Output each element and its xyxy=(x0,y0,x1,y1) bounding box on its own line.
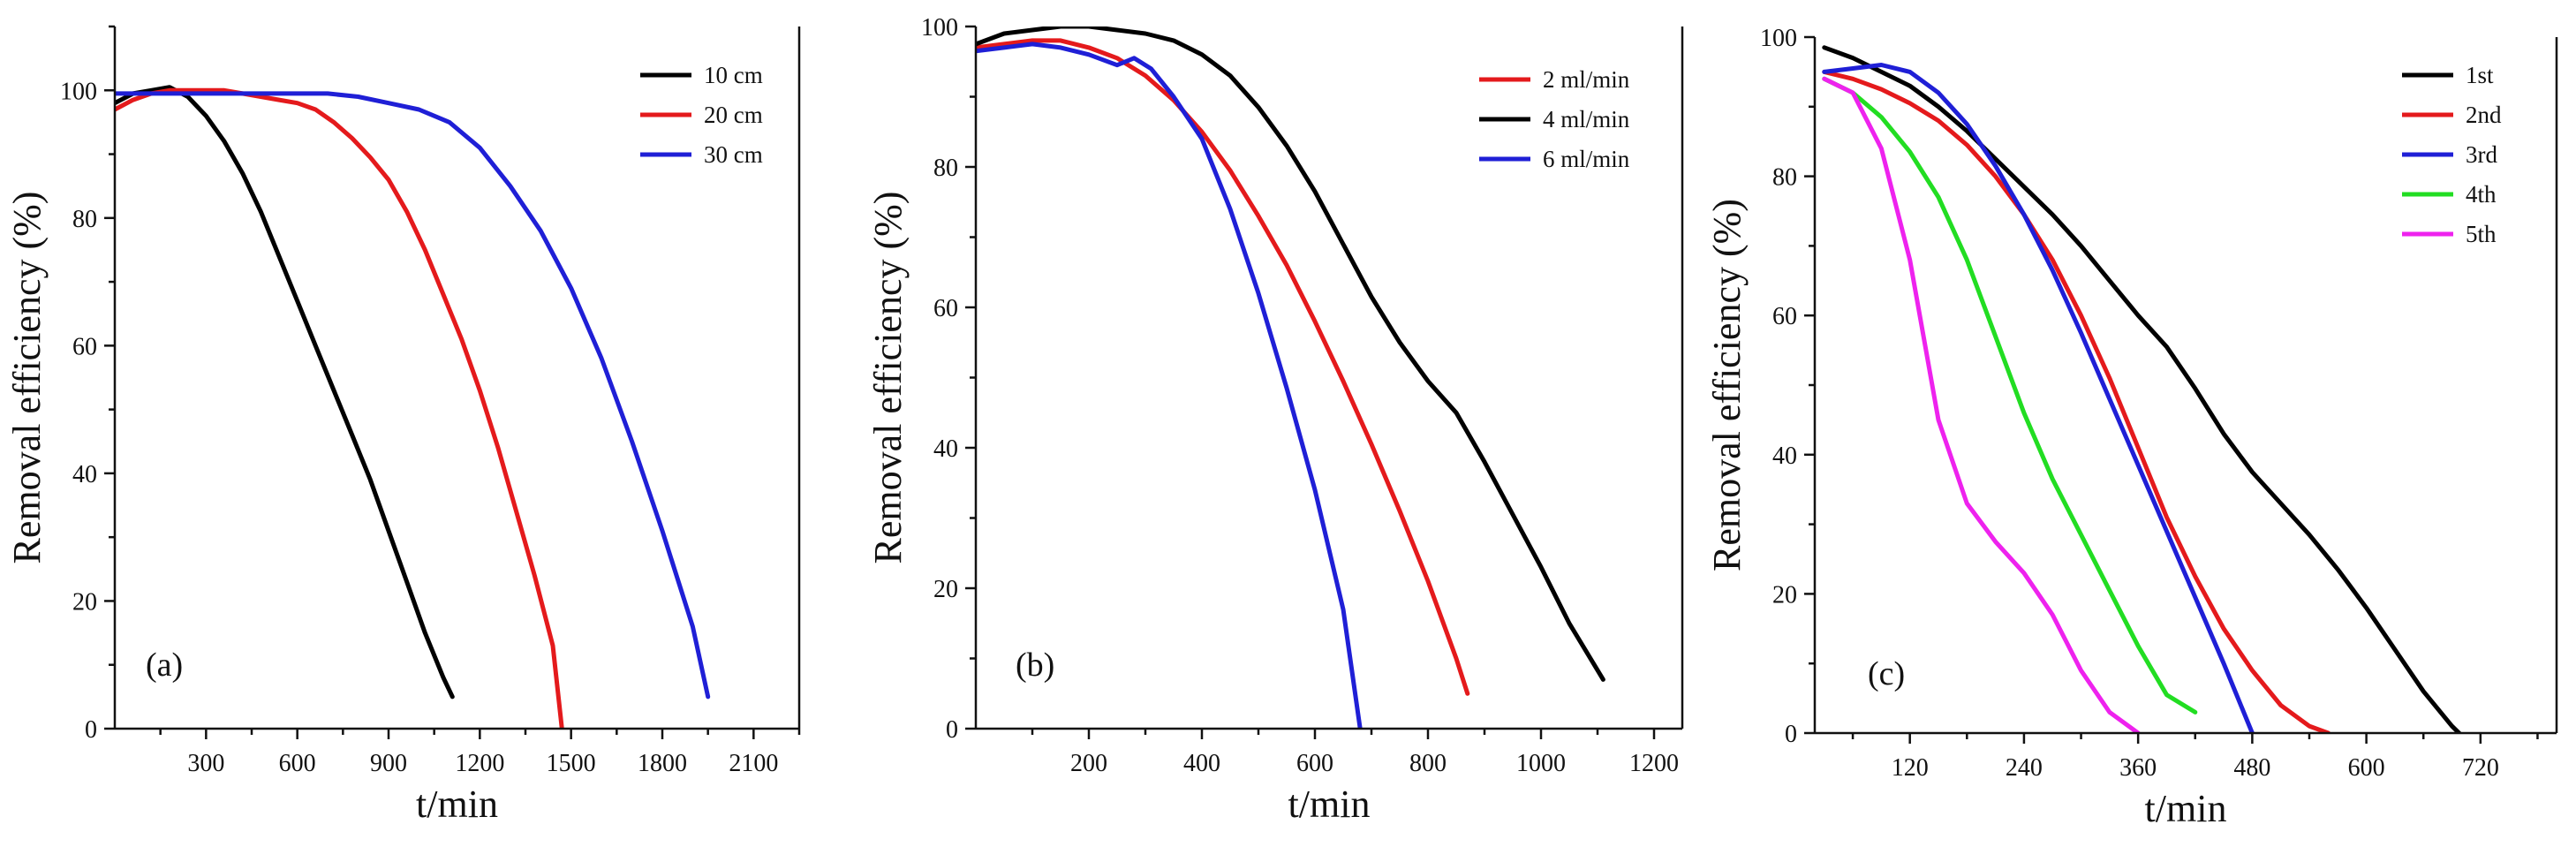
series-line-2nd xyxy=(1822,69,2330,733)
series-line-6-ml-min xyxy=(976,42,1363,729)
legend-label: 20 cm xyxy=(704,102,763,128)
x-axis-title: t/min xyxy=(416,783,498,826)
legend: 2 ml/min 4 ml/min 6 ml/min xyxy=(1479,66,1630,172)
x-tick-label: 1800 xyxy=(638,750,687,777)
y-tick-label: 80 xyxy=(1772,164,1797,192)
y-tick-label: 20 xyxy=(933,576,958,603)
x-tick-label: 1000 xyxy=(1516,750,1566,777)
series-line-1st xyxy=(1822,45,2463,733)
legend-label: 4th xyxy=(2466,181,2497,208)
x-tick-label: 900 xyxy=(370,750,407,777)
x-tick-label: 200 xyxy=(1070,750,1107,777)
y-tick-label: 60 xyxy=(933,295,958,322)
legend: 1st 2nd 3rd 4th 5th xyxy=(2402,62,2502,247)
x-tick-label: 800 xyxy=(1409,750,1447,777)
y-tick-label: 100 xyxy=(1760,25,1797,52)
series-line-5th xyxy=(1822,76,2141,733)
y-tick-label: 60 xyxy=(1772,303,1797,330)
legend: 10 cm 20 cm 30 cm xyxy=(640,62,763,168)
x-tick-label: 1500 xyxy=(547,750,596,777)
series-line-4th xyxy=(1822,76,2198,715)
x-tick-label: 600 xyxy=(279,750,316,777)
x-tick-label: 300 xyxy=(187,750,224,777)
y-tick-label: 100 xyxy=(921,14,958,42)
legend-label: 4 ml/min xyxy=(1543,106,1630,132)
legend-label: 2nd xyxy=(2466,102,2502,128)
legend-label: 1st xyxy=(2466,62,2494,88)
y-axis-title: Removal efficiency (%) xyxy=(866,192,910,564)
panel-label: (c) xyxy=(1868,655,1905,692)
y-tick-label: 20 xyxy=(72,588,97,616)
series-line-4-ml-min xyxy=(976,26,1605,682)
panel-label: (a) xyxy=(146,647,183,684)
y-tick-label: 0 xyxy=(1785,721,1797,748)
legend-label: 6 ml/min xyxy=(1543,146,1630,172)
x-tick-label: 400 xyxy=(1183,750,1220,777)
x-axis-title: t/min xyxy=(2145,787,2227,830)
y-tick-label: 0 xyxy=(85,716,97,744)
y-tick-label: 40 xyxy=(72,461,97,488)
x-tick-label: 480 xyxy=(2233,754,2270,782)
legend-label: 3rd xyxy=(2466,141,2497,168)
series-line-10-cm xyxy=(115,85,455,700)
y-tick-label: 80 xyxy=(72,206,97,233)
series-line-3rd xyxy=(1822,63,2255,733)
x-tick-label: 120 xyxy=(1892,754,1929,782)
panel-label: (b) xyxy=(1016,647,1054,684)
x-tick-label: 600 xyxy=(2348,754,2385,782)
y-tick-label: 100 xyxy=(60,78,97,105)
x-tick-label: 720 xyxy=(2462,754,2499,782)
series-line-2-ml-min xyxy=(976,38,1470,696)
chart-panel: 200 400 600 800 1000 1200 0 20 40 60 80 100 t/min Rem… xyxy=(866,14,1684,826)
x-axis-title: t/min xyxy=(1288,783,1371,826)
legend-label: 10 cm xyxy=(704,62,763,88)
legend-label: 5th xyxy=(2466,221,2497,247)
chart-panel: 120 240 360 480 600 720 0 20 40 60 80 100 t/min Remov… xyxy=(1705,25,2558,830)
series-line-20-cm xyxy=(115,87,564,729)
x-tick-label: 600 xyxy=(1296,750,1333,777)
x-tick-label: 1200 xyxy=(1629,750,1679,777)
x-tick-label: 240 xyxy=(2006,754,2043,782)
legend-label: 2 ml/min xyxy=(1543,66,1630,93)
legend-label: 30 cm xyxy=(704,141,763,168)
y-tick-label: 80 xyxy=(933,155,958,182)
y-tick-label: 40 xyxy=(1772,442,1797,470)
y-tick-label: 20 xyxy=(1772,581,1797,609)
y-axis-title: Removal efficiency (%) xyxy=(5,192,49,564)
x-tick-label: 2100 xyxy=(729,750,778,777)
y-tick-label: 0 xyxy=(946,716,958,744)
series-line-30-cm xyxy=(115,91,711,700)
x-tick-label: 1200 xyxy=(455,750,504,777)
y-axis-title: Removal efficiency (%) xyxy=(1705,199,1749,571)
y-tick-label: 40 xyxy=(933,435,958,463)
y-tick-label: 60 xyxy=(72,333,97,360)
chart-panel: 300 600 900 1200 1500 1800 2100 0 20 40 60 80 100 t/m… xyxy=(5,25,801,826)
x-tick-label: 360 xyxy=(2119,754,2157,782)
